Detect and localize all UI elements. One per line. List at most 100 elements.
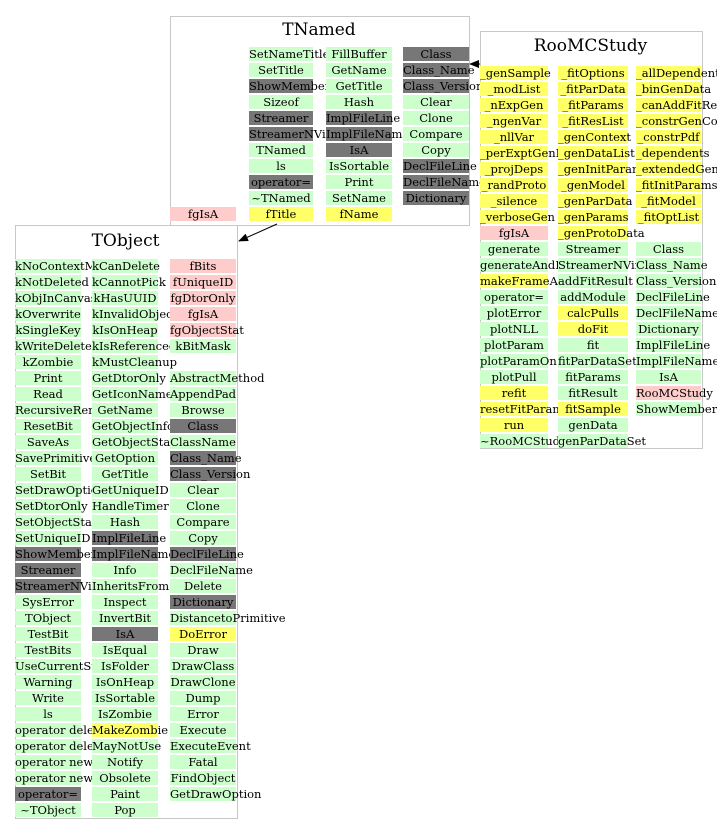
member-tobject-info: Info	[92, 563, 158, 577]
member-tobject-inspect: Inspect	[92, 595, 158, 609]
member-tobject-kisreferenced: kIsReferenced	[92, 339, 177, 353]
member-roomcstudy-declfileline: DeclFileLine	[636, 290, 710, 304]
member-roomcstudy--canaddfitresults: _canAddFitResults	[636, 98, 717, 112]
member-roomcstudy--alldependents: _allDependents	[636, 66, 717, 80]
member-roomcstudy--geninitparams: _genInitParams	[558, 162, 649, 176]
member-tobject-error: Error	[170, 707, 236, 721]
member-tobject-warning: Warning	[15, 675, 81, 689]
member-tobject-pop: Pop	[92, 803, 158, 817]
member-tobject-maynotuse: MayNotUse	[92, 739, 162, 753]
member-tobject-makezombie: MakeZombie	[92, 723, 169, 737]
member-roomcstudy--fitoptlist: _fitOptList	[636, 210, 701, 224]
member-roomcstudy--nexpgen: _nExpGen	[480, 98, 548, 112]
member-tobject-fbits: fBits	[170, 259, 236, 273]
member-tnamed-clone: Clone	[403, 111, 469, 125]
member-tobject-kcannotpick: kCannotPick	[92, 275, 166, 289]
member-tobject-executeevent: ExecuteEvent	[170, 739, 251, 753]
member-tobject-kwritedelete: kWriteDelete	[15, 339, 92, 353]
member-roomcstudy-fitpardataset: fitParDataSet	[558, 354, 637, 368]
member-tnamed-implfilename: ImplFileName	[326, 127, 410, 141]
member-tobject-funiqueid: fUniqueID	[170, 275, 236, 289]
member-roomcstudy--fitmodel: _fitModel	[636, 194, 701, 208]
member-tnamed-class-version: Class_Version	[403, 79, 484, 93]
member-roomcstudy-fitparams: fitParams	[558, 370, 628, 384]
member-tnamed-compare: Compare	[403, 127, 469, 141]
member-roomcstudy--genprotodata: _genProtoData	[558, 226, 645, 240]
member-tobject-print: Print	[15, 371, 81, 385]
member-tobject-drawclone: DrawClone	[170, 675, 236, 689]
member-tnamed-issortable: IsSortable	[326, 159, 392, 173]
member-tobject-browse: Browse	[170, 403, 236, 417]
member-tnamed-clear: Clear	[403, 95, 469, 109]
member-tobject-classname: ClassName	[170, 435, 236, 449]
member-tobject-fgobjectstat: fgObjectStat	[170, 323, 244, 337]
member-roomcstudy--fitinitparams: _fitInitParams	[636, 178, 717, 192]
member-roomcstudy--gendatalist: _genDataList	[558, 146, 635, 160]
member-roomcstudy-addfitresult: addFitResult	[558, 274, 633, 288]
member-tobject-kinvalidobject: kInvalidObject	[92, 307, 178, 321]
member-roomcstudy--genparams: _genParams	[558, 210, 629, 224]
arrow-tnamed-to-tobject	[238, 223, 278, 242]
member-tnamed-declfileline: DeclFileLine	[403, 159, 477, 173]
member-tobject-notify: Notify	[92, 755, 158, 769]
member-roomcstudy-run: run	[480, 418, 548, 432]
member-tobject-saveprimitive: SavePrimitive	[15, 451, 97, 465]
member-roomcstudy-isa: IsA	[636, 370, 701, 384]
member-roomcstudy-ploterror: plotError	[480, 306, 548, 320]
member-tobject-clear: Clear	[170, 483, 236, 497]
member-roomcstudy-plotparamon: plotParamOn	[480, 354, 557, 368]
member-tnamed-setnametitle: SetNameTitle	[249, 47, 330, 61]
member-tobject-fatal: Fatal	[170, 755, 236, 769]
member-tobject-delete: Delete	[170, 579, 236, 593]
member-tobject-clone: Clone	[170, 499, 236, 513]
class-title-tnamed: TNamed	[282, 20, 356, 40]
member-tobject-setbit: SetBit	[15, 467, 81, 481]
member-roomcstudy--randproto: _randProto	[480, 178, 548, 192]
member-tobject-kzombie: kZombie	[15, 355, 81, 369]
member-roomcstudy--genpardata: _genParData	[558, 194, 633, 208]
member-roomcstudy-operator-: operator=	[480, 290, 548, 304]
member-tnamed-declfilename: DeclFileName	[403, 175, 486, 189]
member-tobject-findobject: FindObject	[170, 771, 236, 785]
member-tnamed-fillbuffer: FillBuffer	[326, 47, 392, 61]
member-tobject-koverwrite: kOverwrite	[15, 307, 81, 321]
member-tobject-kobjincanvas: kObjInCanvas	[15, 291, 97, 305]
member-tnamed-class-name: Class_Name	[403, 63, 475, 77]
member-tnamed-implfileline: ImplFileLine	[326, 111, 401, 125]
member-roomcstudy--fitpardata: _fitParData	[558, 82, 628, 96]
member-roomcstudy--extendedgen: _extendedGen	[636, 162, 717, 176]
member-roomcstudy--fitreslist: _fitResList	[558, 114, 628, 128]
member-tobject-draw: Draw	[170, 643, 236, 657]
member-tobject-geticonname: GetIconName	[92, 387, 173, 401]
member-tobject-tobject: TObject	[15, 611, 81, 625]
member-roomcstudy-dictionary: Dictionary	[636, 322, 701, 336]
member-tobject-ls: ls	[15, 707, 81, 721]
member-tobject-hash: Hash	[92, 515, 158, 529]
member-roomcstudy-class-version: Class_Version	[636, 274, 717, 288]
member-tnamed-getname: GetName	[326, 63, 392, 77]
member-tobject-fgisa: fgIsA	[170, 307, 236, 321]
member-roomcstudy--gensample: _genSample	[480, 66, 551, 80]
member-roomcstudy--verbosegen: _verboseGen	[480, 210, 555, 224]
member-tnamed-setname: SetName	[326, 191, 392, 205]
member-roomcstudy--ngenvar: _ngenVar	[480, 114, 548, 128]
member-tnamed-hash: Hash	[326, 95, 392, 109]
member-tobject-testbits: TestBits	[15, 643, 81, 657]
member-tobject-write: Write	[15, 691, 81, 705]
member-tobject-kisonheap: kIsOnHeap	[92, 323, 158, 337]
member-roomcstudy--bingendata: _binGenData	[636, 82, 712, 96]
member-tobject-paint: Paint	[92, 787, 158, 801]
member-tobject-setobjectstat: SetObjectStat	[15, 515, 97, 529]
member-roomcstudy-plotpull: plotPull	[480, 370, 548, 384]
member-tobject-getdtoronly: GetDtorOnly	[92, 371, 166, 385]
member-roomcstudy-generate: generate	[480, 242, 548, 256]
class-title-tobject: TObject	[91, 231, 160, 251]
member-tobject-saveas: SaveAs	[15, 435, 81, 449]
member-tobject-getname: GetName	[92, 403, 158, 417]
member-tobject-read: Read	[15, 387, 81, 401]
member-tobject-drawclass: DrawClass	[170, 659, 236, 673]
member-tobject-kcandelete: kCanDelete	[92, 259, 160, 273]
member-tnamed-fname: fName	[326, 207, 392, 221]
member-tobject-handletimer: HandleTimer	[92, 499, 169, 513]
member-roomcstudy-class-name: Class_Name	[636, 258, 708, 272]
